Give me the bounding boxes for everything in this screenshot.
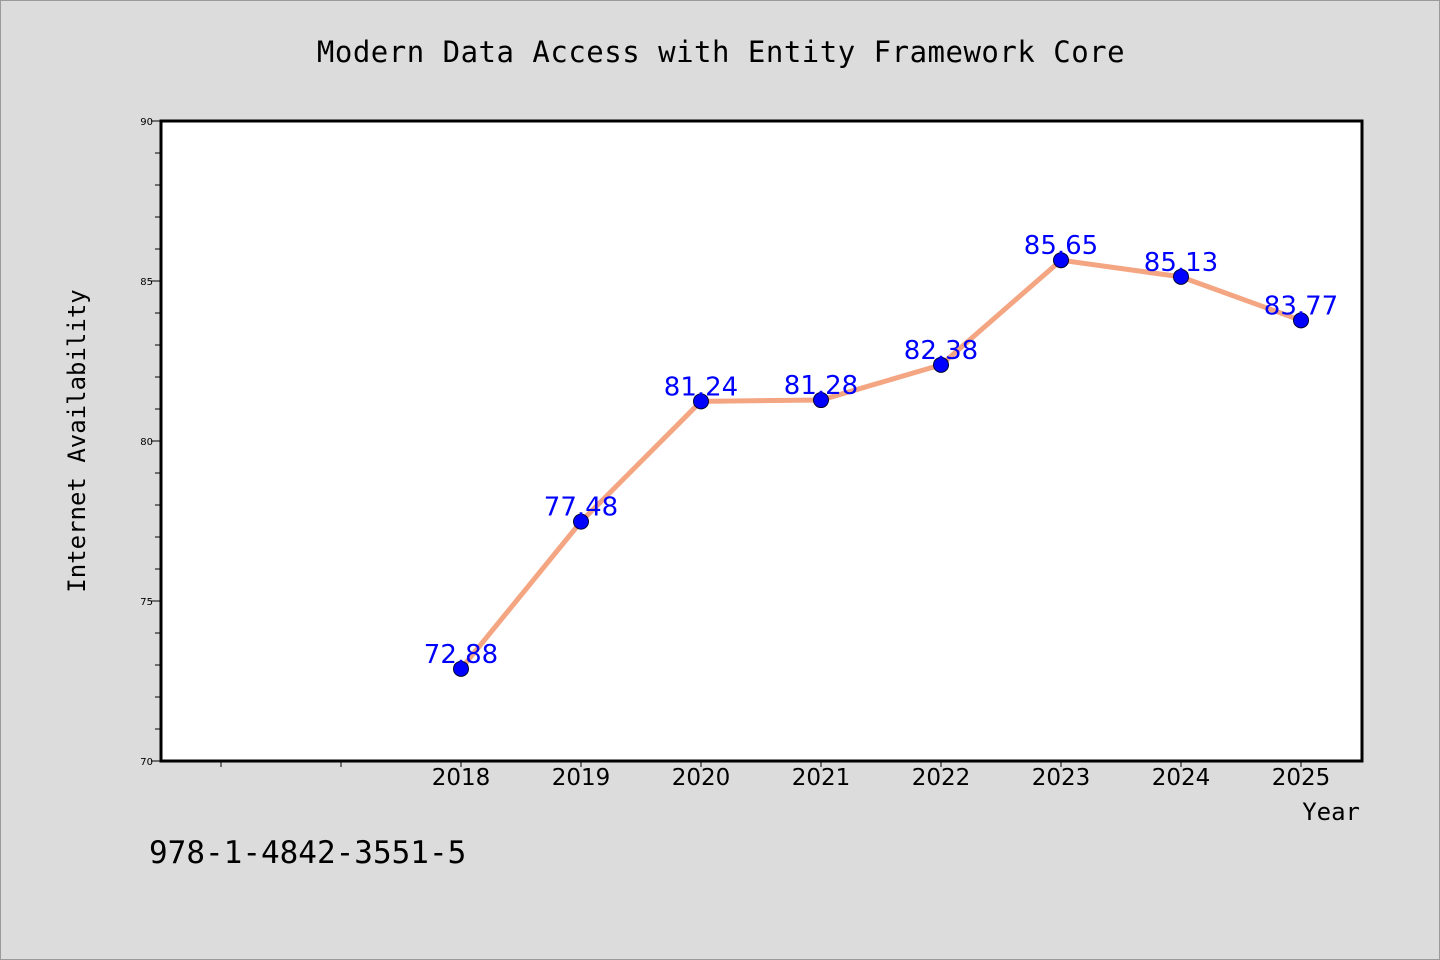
- data-label: 81.24: [664, 372, 738, 402]
- y-tick-label: 85: [140, 277, 153, 288]
- data-point-marker: [573, 513, 589, 530]
- data-point-marker: [813, 392, 829, 409]
- x-tick-label: 2024: [1152, 765, 1211, 791]
- y-tick-label: 90: [140, 117, 153, 128]
- y-axis: 70 75 80 85 90: [140, 117, 161, 768]
- data-label: 85.65: [1024, 231, 1098, 261]
- x-tick-label: 2019: [552, 765, 611, 791]
- x-axis-label: Year: [1302, 798, 1360, 826]
- y-tick-label: 70: [140, 757, 153, 768]
- series-line: [458, 257, 1304, 672]
- y-tick-label: 75: [140, 597, 153, 608]
- data-point-marker: [453, 660, 469, 677]
- series-line-group: 72.88 77.48 81.24 81.28 82.38 85.65 85.13 83.77: [424, 231, 1338, 677]
- x-tick-label: 2018: [432, 765, 491, 791]
- data-label: 81.28: [784, 371, 858, 401]
- data-label: 85.13: [1144, 248, 1218, 278]
- y-tick-label: 80: [140, 437, 153, 448]
- x-tick-label: 2020: [672, 765, 731, 791]
- x-tick-label: 2023: [1032, 765, 1091, 791]
- y-axis-label: Internet Availability: [63, 289, 91, 592]
- plot-area: [159, 119, 1364, 763]
- data-point-marker: [1293, 312, 1309, 329]
- data-point-marker: [693, 393, 709, 410]
- data-label: 72.88: [424, 640, 498, 670]
- x-axis: 2018 2019 2020 2021 2022 2023 2024 2025: [220, 761, 1331, 791]
- chart-title: Modern Data Access with Entity Framework…: [316, 35, 1126, 69]
- x-tick-label: 2022: [912, 765, 971, 791]
- isbn-text: 978-1-4842-3551-5: [149, 835, 467, 871]
- x-tick-label: 2025: [1272, 765, 1331, 791]
- data-label: 77.48: [544, 493, 618, 523]
- x-tick-label: 2021: [792, 765, 851, 791]
- data-point-marker: [1053, 252, 1069, 269]
- data-label: 83.77: [1264, 291, 1338, 321]
- data-label: 82.38: [904, 336, 978, 366]
- data-point-marker: [933, 356, 949, 373]
- data-point-marker: [1173, 268, 1189, 285]
